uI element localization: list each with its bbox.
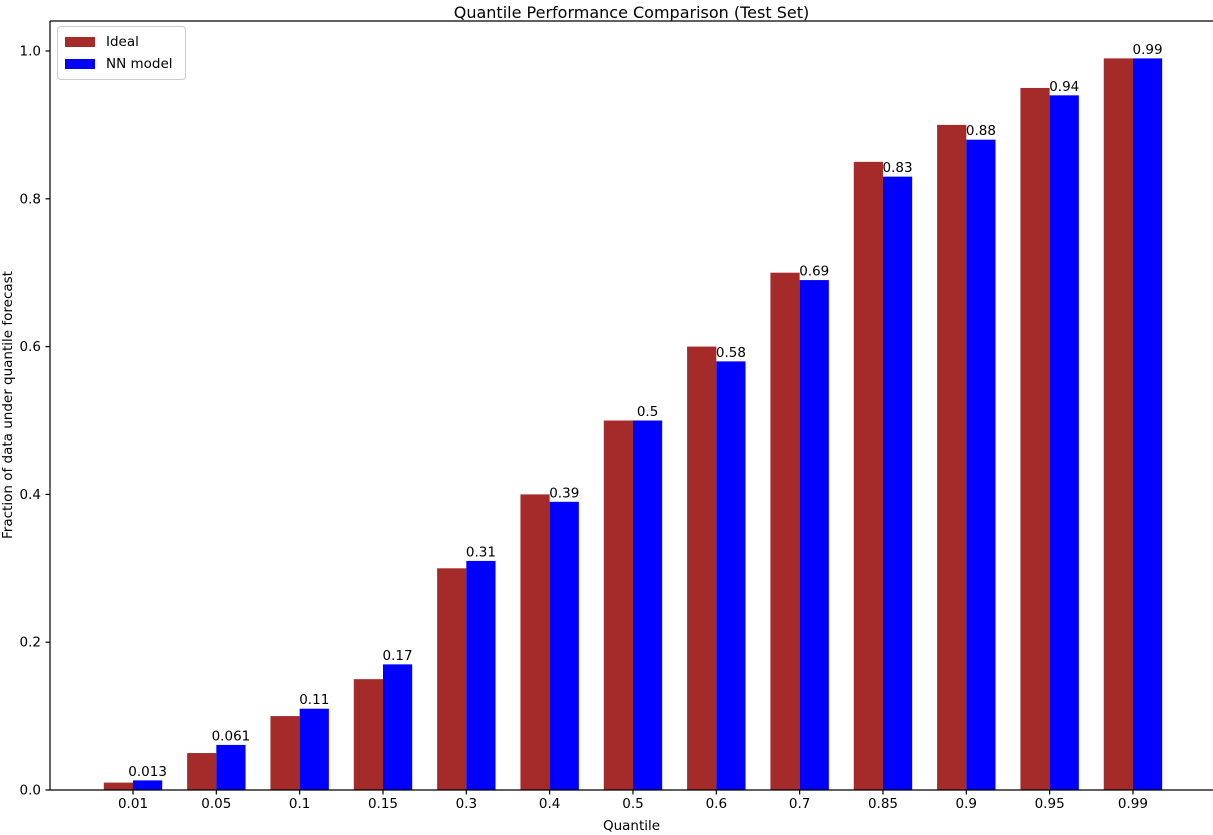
bar-nn-model-0.85: [882, 176, 913, 790]
x-tick-label: 0.7: [789, 796, 810, 812]
bar-ideal-0.99: [1103, 58, 1133, 790]
chart-title: Quantile Performance Comparison (Test Se…: [453, 3, 810, 22]
x-tick-label: 0.95: [1035, 796, 1065, 812]
bar-nn-model-0.3: [466, 560, 496, 790]
x-tick-label: 0.3: [456, 796, 477, 812]
bar-ideal-0.1: [270, 716, 300, 790]
x-tick-label: 0.01: [118, 796, 148, 812]
bar-value-label: 0.39: [549, 485, 579, 501]
x-tick-label: 0.9: [956, 796, 977, 812]
bar-value-label: 0.94: [1049, 79, 1079, 95]
legend-item-ideal: Ideal: [65, 34, 173, 50]
x-tick-label: 0.99: [1118, 796, 1148, 812]
y-tick-label: 1.0: [20, 44, 41, 60]
bar-ideal-0.6: [687, 346, 717, 790]
bar-value-label: 0.83: [883, 160, 913, 176]
x-tick-label: 0.1: [289, 796, 310, 812]
bar-nn-model-0.5: [632, 420, 663, 790]
bar-value-label: 0.013: [128, 764, 167, 780]
bar-ideal-0.15: [353, 679, 383, 790]
y-tick-label: 0.0: [20, 783, 41, 799]
bar-value-label: 0.31: [466, 544, 496, 560]
x-tick-label: 0.15: [368, 796, 398, 812]
bar-ideal-0.9: [937, 124, 967, 790]
bar-ideal-0.3: [437, 568, 467, 790]
ideal-color-swatch: [65, 37, 95, 47]
bar-nn-model-0.9: [966, 139, 996, 790]
legend-label-ideal: Ideal: [106, 34, 139, 50]
bar-value-label: 0.5: [637, 404, 658, 420]
chart-legend: Ideal NN model: [57, 26, 186, 80]
bar-value-label: 0.99: [1133, 42, 1163, 58]
bar-value-label: 0.17: [383, 648, 413, 664]
x-tick-label: 0.4: [539, 796, 560, 812]
bar-nn-model-0.15: [382, 664, 413, 790]
nn-model-color-swatch: [65, 59, 95, 69]
bar-value-label: 0.11: [299, 692, 329, 708]
x-tick-label: 0.85: [868, 796, 898, 812]
bar-value-label: 0.88: [966, 123, 996, 139]
y-tick-label: 0.2: [20, 635, 41, 651]
x-tick-label: 0.5: [622, 796, 643, 812]
bar-nn-model-0.95: [1049, 95, 1079, 791]
bar-nn-model-0.99: [1132, 58, 1163, 790]
bar-ideal-0.4: [520, 494, 550, 790]
legend-label-nn-model: NN model: [106, 56, 173, 72]
bar-nn-model-0.05: [216, 744, 246, 790]
bar-value-label: 0.69: [799, 264, 829, 280]
bar-value-label: 0.58: [716, 345, 746, 361]
y-tick-label: 0.6: [20, 339, 41, 355]
bar-ideal-0.05: [187, 753, 217, 790]
bar-nn-model-0.4: [549, 501, 579, 790]
x-tick-label: 0.05: [201, 796, 231, 812]
bar-nn-model-0.7: [799, 280, 829, 790]
y-tick-label: 0.8: [20, 191, 41, 207]
bar-value-label: 0.061: [212, 728, 251, 744]
bar-ideal-0.95: [1020, 87, 1050, 790]
bar-ideal-0.5: [603, 420, 633, 790]
x-tick-label: 0.6: [706, 796, 727, 812]
y-tick-label: 0.4: [20, 487, 41, 503]
bar-ideal-0.01: [103, 782, 133, 790]
legend-item-nn-model: NN model: [65, 56, 173, 72]
bar-nn-model-0.6: [716, 361, 746, 790]
x-axis-label: Quantile: [602, 818, 661, 834]
bar-ideal-0.7: [770, 272, 800, 790]
bar-nn-model-0.01: [133, 780, 163, 790]
y-axis-label: Fraction of data under quantile forecast: [0, 271, 16, 539]
bar-nn-model-0.1: [299, 708, 329, 790]
bar-ideal-0.85: [853, 161, 883, 791]
